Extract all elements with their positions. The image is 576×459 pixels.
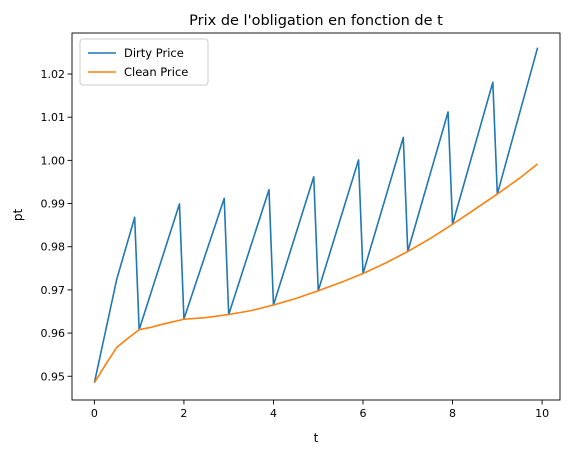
chart-title: Prix de l'obligation en fonction de t bbox=[189, 13, 443, 29]
y-tick-label: 0.97 bbox=[41, 284, 66, 297]
plot-frame bbox=[71, 32, 561, 401]
y-tick-label: 0.96 bbox=[41, 327, 66, 340]
plot-area bbox=[71, 32, 561, 401]
y-tick-label: 1.01 bbox=[41, 111, 66, 124]
y-tick-label: 0.95 bbox=[41, 370, 66, 383]
series-line-dirty-price bbox=[93, 47, 539, 383]
x-tick-label: 8 bbox=[449, 407, 456, 420]
x-tick-label: 2 bbox=[180, 407, 187, 420]
y-axis-label: pt bbox=[11, 209, 25, 222]
legend-label: Clean Price bbox=[124, 65, 188, 79]
x-axis: 0 2 4 6 8 10 bbox=[91, 400, 549, 420]
y-axis: 0.95 0.96 0.97 0.98 0.99 1.00 1.01 1.02 bbox=[41, 68, 72, 383]
x-tick-label: 4 bbox=[270, 407, 277, 420]
series-line-clean-price bbox=[93, 163, 539, 384]
x-tick-label: 6 bbox=[360, 407, 367, 420]
legend: Dirty Price Clean Price bbox=[79, 38, 209, 86]
legend-label: Dirty Price bbox=[124, 46, 184, 60]
y-tick-label: 0.99 bbox=[41, 198, 66, 211]
y-tick-label: 0.98 bbox=[41, 241, 66, 254]
x-axis-label: t bbox=[314, 431, 319, 445]
x-tick-label: 10 bbox=[535, 407, 549, 420]
legend-box bbox=[79, 38, 209, 86]
x-tick-label: 0 bbox=[91, 407, 98, 420]
y-tick-label: 1.00 bbox=[41, 154, 66, 167]
y-tick-label: 1.02 bbox=[41, 68, 66, 81]
